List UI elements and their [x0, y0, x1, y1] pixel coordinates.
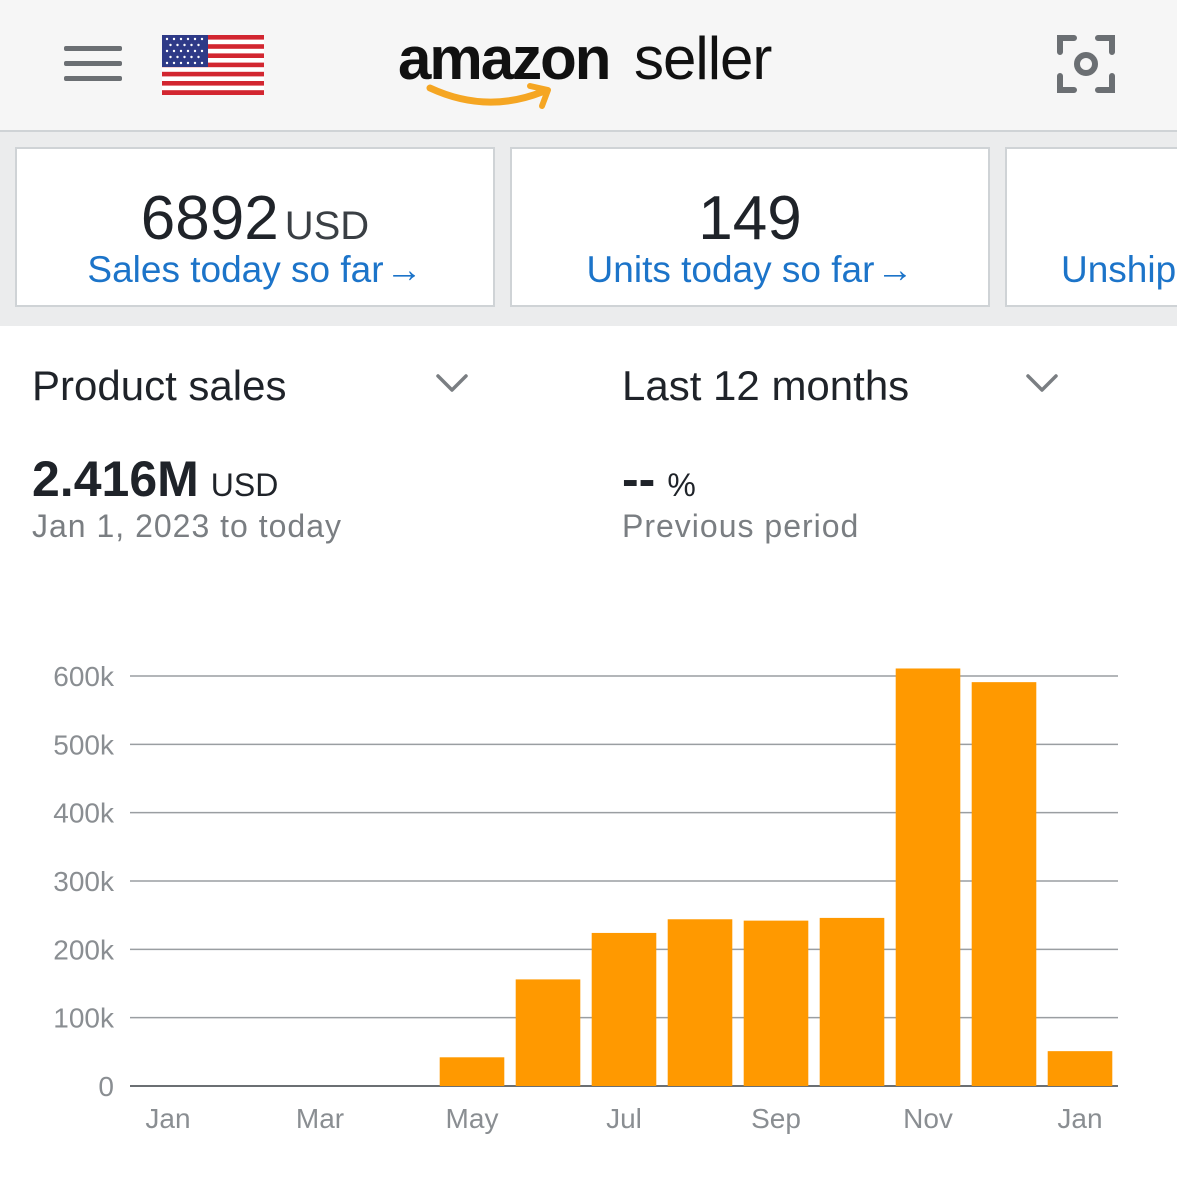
- x-tick-label: Jan: [1057, 1103, 1102, 1134]
- x-tick-label: May: [446, 1103, 499, 1134]
- period-dropdown[interactable]: Last 12 months: [622, 358, 1062, 418]
- unshipped-link[interactable]: Unship: [1061, 249, 1177, 291]
- units-today-link-label: Units today so far: [586, 249, 875, 290]
- sales-today-card[interactable]: 6892 USD Sales today so far→: [15, 147, 495, 307]
- period-dropdown-value: Last 12 months: [622, 362, 910, 409]
- metric-dropdown-value: Product sales: [32, 362, 287, 409]
- chevron-down-icon: [436, 374, 468, 392]
- sales-today-unit: USD: [284, 204, 370, 248]
- hamburger-menu-icon[interactable]: [64, 44, 122, 84]
- x-tick-label: Nov: [903, 1103, 953, 1134]
- unshipped-orders-card[interactable]: Unship: [1005, 147, 1177, 307]
- amazon-seller-logo: amazon seller: [398, 20, 788, 110]
- camera-scan-icon[interactable]: [1056, 34, 1116, 94]
- change-value-row: --%: [622, 450, 696, 508]
- logo-amazon-text: amazon: [398, 25, 611, 92]
- x-tick-label: Jul: [606, 1103, 642, 1134]
- metric-dropdown[interactable]: Product sales: [32, 358, 472, 418]
- x-tick-label: Mar: [296, 1103, 344, 1134]
- unshipped-link-label: Unship: [1061, 249, 1177, 290]
- metric-cards-strip[interactable]: 6892 USD Sales today so far→ 149 Units to…: [0, 132, 1177, 326]
- y-tick-label: 300k: [53, 866, 115, 897]
- amazon-smile-icon: [426, 83, 551, 109]
- us-flag-icon[interactable]: [162, 35, 264, 95]
- bar-jul-6[interactable]: [591, 932, 657, 1086]
- x-tick-label: Jan: [145, 1103, 190, 1134]
- arrow-right-icon: →: [385, 249, 423, 290]
- bar-dec-11[interactable]: [971, 682, 1037, 1086]
- change-value: --: [622, 451, 656, 507]
- bar-aug-7[interactable]: [667, 919, 733, 1086]
- units-today-card[interactable]: 149 Units today so far→: [510, 147, 990, 307]
- total-sales-unit: USD: [210, 467, 279, 503]
- bar-oct-9[interactable]: [819, 917, 885, 1086]
- app-header: amazon seller: [0, 0, 1177, 132]
- sales-today-link-label: Sales today so far: [87, 249, 384, 290]
- units-today-value-row: 149: [512, 183, 988, 254]
- sales-today-link[interactable]: Sales today so far→: [17, 249, 493, 291]
- bar-jun-5[interactable]: [515, 979, 581, 1086]
- chevron-down-icon: [1026, 374, 1058, 392]
- y-tick-label: 400k: [53, 798, 115, 829]
- y-tick-label: 0: [98, 1071, 114, 1102]
- y-tick-label: 600k: [53, 661, 115, 692]
- units-today-link[interactable]: Units today so far→: [512, 249, 988, 291]
- change-unit: %: [667, 467, 696, 503]
- y-tick-label: 200k: [53, 934, 115, 965]
- x-tick-label: Sep: [751, 1103, 801, 1134]
- change-caption: Previous period: [622, 508, 860, 544]
- logo-seller-text: seller: [634, 25, 772, 92]
- bar-may-4[interactable]: [439, 1057, 505, 1086]
- sales-today-value: 6892: [140, 184, 279, 253]
- sales-today-value-row: 6892 USD: [17, 183, 493, 254]
- total-sales-value-row: 2.416M USD: [32, 450, 278, 508]
- y-tick-label: 500k: [53, 729, 115, 760]
- y-tick-label: 100k: [53, 1003, 115, 1034]
- sales-bar-chart: 0 100k 200k 300k 400k 500k 600k Jan Mar May Jul Sep…: [53, 661, 1118, 1134]
- total-sales-value: 2.416M: [32, 451, 199, 507]
- units-today-value: 149: [698, 184, 802, 253]
- bar-jan-12[interactable]: [1047, 1051, 1113, 1086]
- total-sales-caption: Jan 1, 2023 to today: [32, 508, 342, 544]
- bar-nov-10[interactable]: [895, 668, 961, 1086]
- arrow-right-icon: →: [876, 249, 914, 290]
- bar-sep-8[interactable]: [743, 920, 809, 1086]
